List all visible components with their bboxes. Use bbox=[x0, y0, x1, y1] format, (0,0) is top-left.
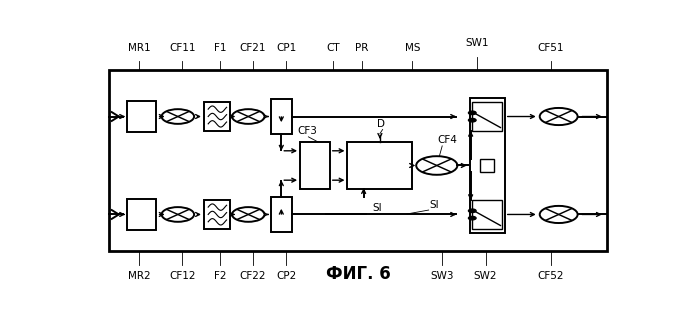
Text: SW1: SW1 bbox=[466, 38, 489, 48]
Text: MS: MS bbox=[405, 43, 420, 53]
Bar bbox=[470, 98, 505, 233]
Text: CP1: CP1 bbox=[276, 43, 296, 53]
Text: F2: F2 bbox=[214, 271, 226, 281]
Circle shape bbox=[161, 207, 194, 222]
Bar bbox=[127, 198, 157, 230]
Text: CF3: CF3 bbox=[297, 126, 317, 136]
Bar bbox=[271, 197, 291, 232]
Circle shape bbox=[468, 111, 476, 114]
Bar bbox=[271, 99, 291, 134]
Bar bbox=[473, 102, 502, 131]
Text: SI: SI bbox=[373, 203, 382, 213]
Circle shape bbox=[232, 109, 264, 124]
Circle shape bbox=[468, 209, 476, 212]
Text: D: D bbox=[377, 119, 385, 129]
Bar bbox=[204, 102, 231, 131]
Text: CF11: CF11 bbox=[169, 43, 196, 53]
Circle shape bbox=[468, 217, 476, 220]
Text: ФИГ. 6: ФИГ. 6 bbox=[326, 265, 391, 283]
Bar bbox=[300, 142, 330, 189]
Circle shape bbox=[468, 119, 476, 122]
Text: MR2: MR2 bbox=[127, 271, 150, 281]
Text: CF21: CF21 bbox=[239, 43, 266, 53]
Circle shape bbox=[540, 108, 577, 125]
Text: SW3: SW3 bbox=[431, 271, 454, 281]
Text: SI: SI bbox=[429, 200, 439, 210]
Bar bbox=[109, 70, 607, 251]
Text: PR: PR bbox=[355, 43, 368, 53]
Text: CF12: CF12 bbox=[169, 271, 196, 281]
Bar bbox=[347, 142, 412, 189]
Circle shape bbox=[232, 207, 264, 222]
Circle shape bbox=[416, 156, 457, 175]
Text: CF4: CF4 bbox=[438, 135, 458, 145]
Text: CF52: CF52 bbox=[538, 271, 564, 281]
Text: CT: CT bbox=[326, 43, 340, 53]
Bar bbox=[127, 100, 157, 132]
Text: SW2: SW2 bbox=[474, 271, 497, 281]
Circle shape bbox=[161, 109, 194, 124]
Text: F1: F1 bbox=[214, 43, 226, 53]
Bar bbox=[480, 159, 494, 172]
Bar bbox=[204, 200, 231, 229]
Text: CF51: CF51 bbox=[538, 43, 564, 53]
Text: CF22: CF22 bbox=[239, 271, 266, 281]
Text: MR1: MR1 bbox=[127, 43, 150, 53]
Text: CP2: CP2 bbox=[276, 271, 296, 281]
Bar bbox=[473, 200, 502, 229]
Circle shape bbox=[540, 206, 577, 223]
